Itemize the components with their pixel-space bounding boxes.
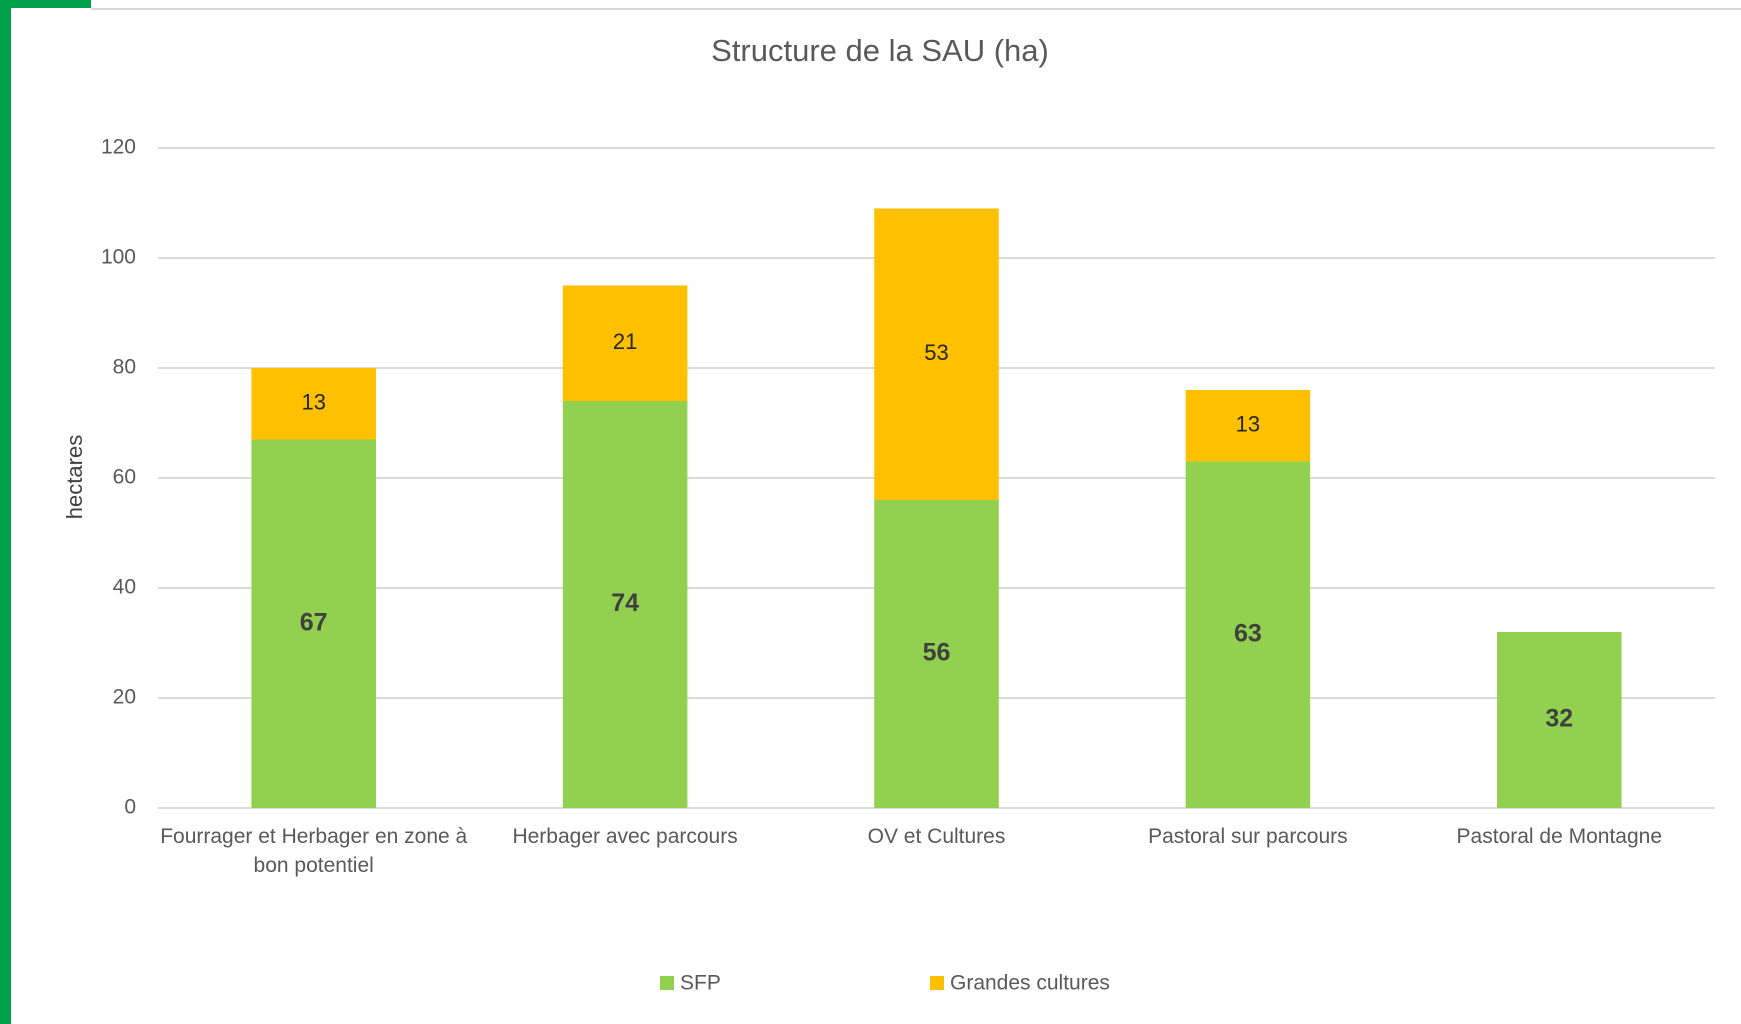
data-label: 13 (301, 390, 325, 415)
y-tick-label: 20 (113, 686, 136, 709)
bar-segment (874, 500, 999, 808)
x-tick-label-box: OV et Cultures (867, 825, 1006, 848)
data-label: 13 (1236, 412, 1260, 437)
bar-segment (562, 285, 688, 401)
y-tick-label: 0 (124, 796, 136, 819)
bar-segment (562, 401, 688, 808)
left-border (0, 0, 11, 1024)
x-tick-label-box: Pastoral sur parcours (1148, 825, 1348, 848)
chart-title: Structure de la SAU (ha) (711, 33, 1049, 68)
data-label: 56 (923, 639, 951, 667)
x-tick-label: Pastoral de Montagne (1456, 825, 1663, 848)
legend-label: Grandes cultures (950, 972, 1110, 995)
top-accent (0, 0, 91, 8)
y-tick-label: 40 (113, 576, 136, 599)
legend-swatch (660, 976, 674, 990)
bar-segment (1497, 632, 1622, 808)
x-tick-label-box: Fourrager et Herbager en zone à bon pote… (160, 825, 468, 877)
y-tick-label: 100 (101, 246, 136, 269)
y-axis-label: hectares (62, 435, 87, 519)
x-tick-label: Fourrager et Herbager en zone à bon pote… (160, 825, 468, 877)
bar-segment (874, 208, 999, 500)
bar-segment (1185, 390, 1311, 462)
data-label: 32 (1545, 705, 1573, 733)
bar-segment (1185, 461, 1311, 808)
data-label: 53 (924, 340, 948, 365)
y-tick-label: 60 (113, 466, 136, 489)
y-tick-label: 120 (101, 136, 136, 159)
bar-segment (251, 439, 376, 808)
legend-swatch (930, 976, 944, 990)
x-tick-label-box: Pastoral de Montagne (1456, 825, 1663, 848)
data-label: 21 (613, 329, 637, 354)
bar-segment (251, 368, 376, 440)
x-tick-label: Herbager avec parcours (512, 825, 738, 848)
legend-label: SFP (680, 972, 721, 995)
y-tick-label: 80 (113, 356, 136, 379)
data-label: 63 (1234, 619, 1262, 647)
x-tick-label: OV et Cultures (867, 825, 1006, 848)
data-label: 67 (300, 608, 328, 636)
x-tick-label: Pastoral sur parcours (1148, 825, 1348, 848)
data-label: 74 (611, 589, 639, 617)
x-tick-label-box: Herbager avec parcours (512, 825, 738, 848)
